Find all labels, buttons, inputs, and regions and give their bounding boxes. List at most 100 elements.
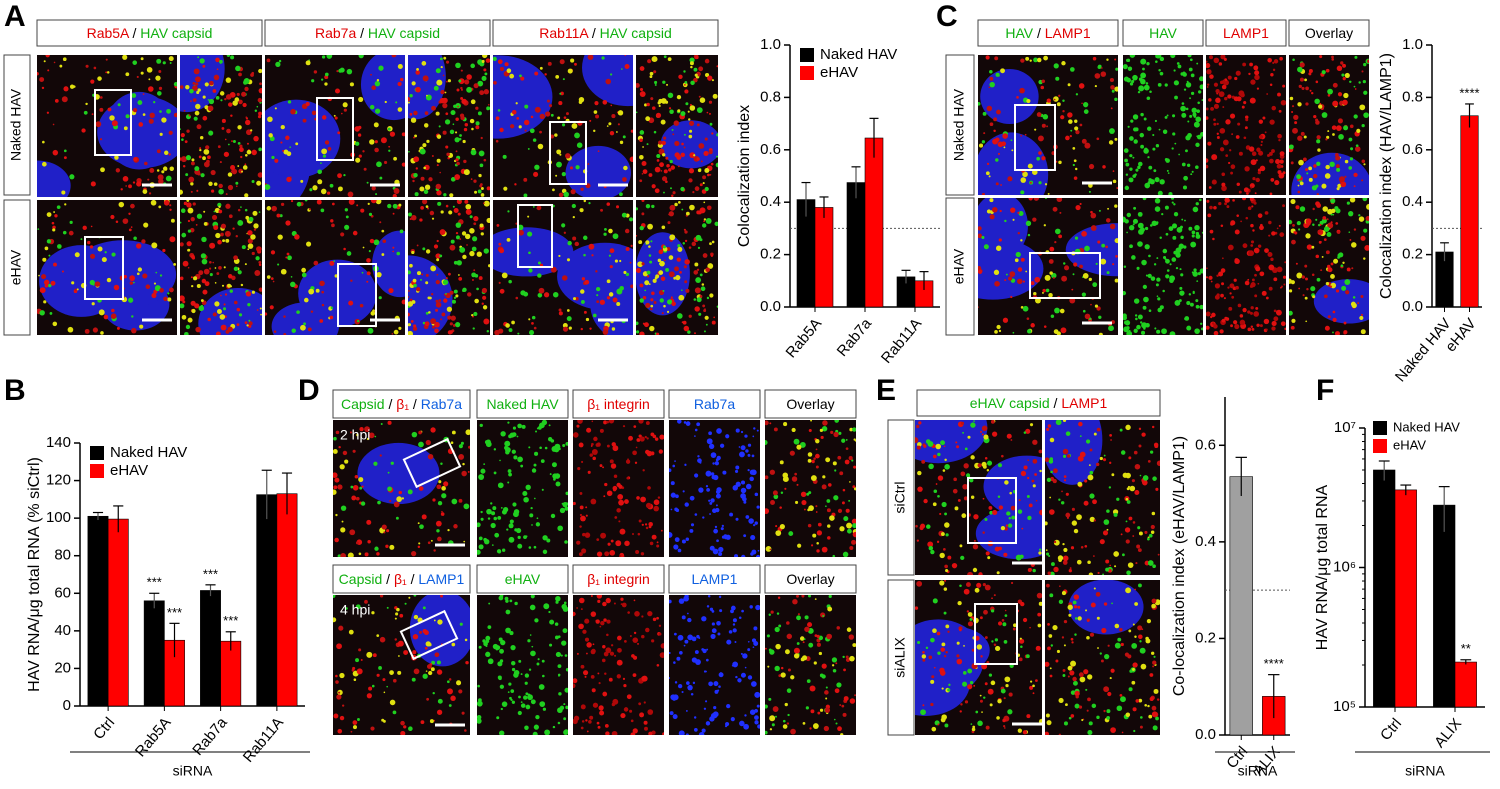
speckle <box>491 511 496 516</box>
speckle <box>610 539 614 543</box>
speckle <box>576 607 579 609</box>
speckle <box>1094 304 1099 308</box>
speckle <box>241 91 247 97</box>
speckle <box>687 110 690 113</box>
speckle <box>981 140 986 144</box>
speckle <box>128 297 134 303</box>
speckle <box>714 461 720 466</box>
speckle <box>61 270 64 273</box>
speckle <box>212 261 215 264</box>
speckle <box>1098 332 1103 335</box>
speckle <box>393 156 397 161</box>
speckle <box>396 496 402 502</box>
speckle <box>497 109 501 112</box>
speckle <box>156 149 161 154</box>
speckle <box>716 65 718 68</box>
speckle <box>1335 155 1341 161</box>
speckle <box>97 246 103 252</box>
speckle <box>706 488 710 492</box>
speckle <box>520 703 526 708</box>
speckle <box>1315 120 1320 125</box>
speckle <box>69 174 75 180</box>
speckle <box>967 621 974 627</box>
speckle <box>1149 90 1152 93</box>
speckle <box>188 176 195 183</box>
speckle <box>1069 670 1075 676</box>
speckle <box>694 513 698 516</box>
speckle <box>133 281 135 284</box>
speckle <box>408 596 411 599</box>
speckle <box>1179 268 1182 271</box>
speckle <box>667 92 674 99</box>
speckle <box>1032 692 1035 695</box>
speckle <box>272 280 275 283</box>
speckle <box>1237 303 1242 308</box>
speckle <box>376 634 380 638</box>
speckle <box>520 76 525 81</box>
speckle <box>395 101 398 104</box>
speckle <box>248 321 253 326</box>
speckle <box>559 92 562 95</box>
micrograph <box>669 595 760 735</box>
speckle <box>684 84 686 86</box>
speckle <box>982 531 985 534</box>
speckle <box>1037 57 1042 63</box>
speckle <box>580 515 586 522</box>
speckle <box>1211 312 1216 318</box>
speckle <box>782 724 788 729</box>
speckle <box>212 89 217 93</box>
speckle <box>512 502 517 507</box>
speckle <box>1221 172 1226 177</box>
speckle <box>500 431 506 437</box>
y-tick-label: 0.0 <box>760 298 781 315</box>
speckle <box>220 294 222 297</box>
speckle <box>1229 113 1236 119</box>
speckle <box>349 431 353 434</box>
speckle <box>1201 231 1203 234</box>
speckle <box>695 234 702 241</box>
speckle <box>204 281 210 287</box>
speckle <box>646 102 650 107</box>
speckle <box>1127 320 1130 323</box>
speckle <box>1331 55 1334 59</box>
speckle <box>563 231 567 234</box>
speckle <box>344 224 350 230</box>
speckle <box>613 602 616 605</box>
speckle <box>920 709 926 716</box>
speckle <box>654 188 660 194</box>
speckle <box>558 192 564 197</box>
speckle <box>769 422 772 425</box>
speckle <box>654 83 657 86</box>
speckle <box>1105 559 1110 564</box>
speckle <box>708 150 713 155</box>
speckle <box>409 263 413 268</box>
speckle <box>329 315 334 320</box>
speckle <box>719 443 725 448</box>
speckle <box>1128 177 1134 183</box>
speckle <box>1107 691 1112 697</box>
speckle <box>596 551 603 557</box>
speckle <box>936 540 940 543</box>
speckle <box>1073 594 1080 600</box>
speckle <box>587 55 594 60</box>
speckle <box>680 152 685 158</box>
speckle <box>529 330 535 335</box>
speckle <box>419 186 425 192</box>
speckle <box>1279 151 1285 157</box>
speckle <box>338 68 343 73</box>
speckle <box>716 305 718 308</box>
speckle <box>703 201 706 204</box>
speckle <box>1277 92 1281 97</box>
speckle <box>253 223 259 229</box>
speckle <box>668 211 674 217</box>
speckle <box>931 726 937 732</box>
speckle <box>1111 320 1115 324</box>
speckle <box>67 326 74 333</box>
inset-box <box>94 89 132 156</box>
speckle <box>710 162 714 166</box>
speckle <box>505 609 511 615</box>
header-part: / <box>409 396 421 412</box>
speckle <box>453 524 458 529</box>
speckle <box>692 681 696 685</box>
speckle <box>1004 219 1007 223</box>
